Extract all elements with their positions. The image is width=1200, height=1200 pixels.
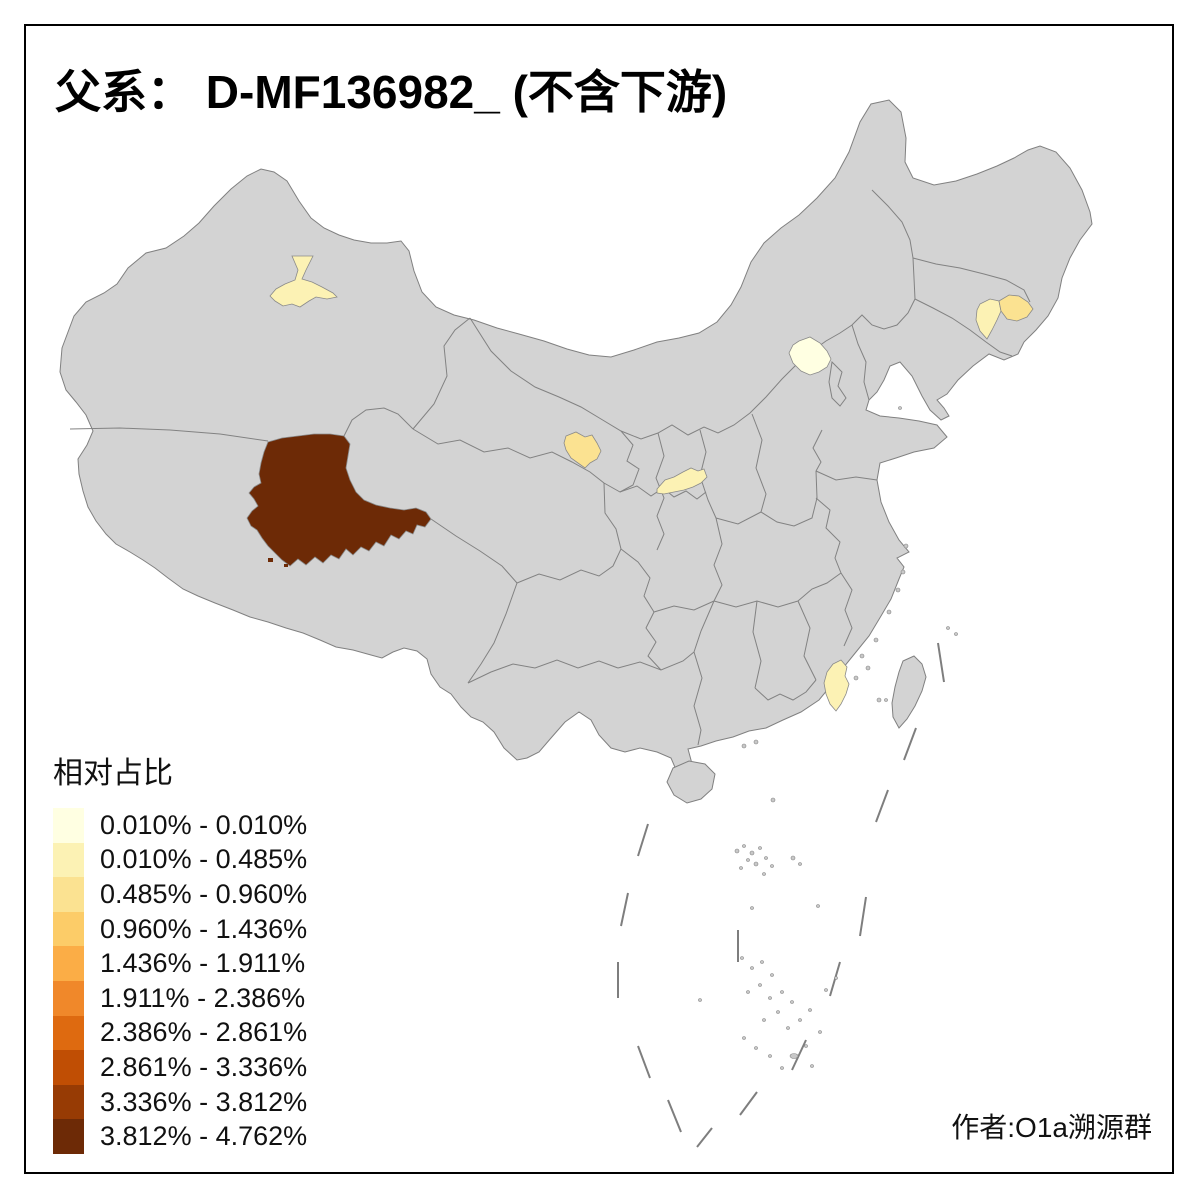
legend: 相对占比 0.010% - 0.010% 0.010% - 0.485% 0.485… bbox=[53, 748, 307, 1154]
legend-row: 3.336% - 3.812% bbox=[53, 1084, 308, 1120]
legend-label: 0.010% - 0.485% bbox=[100, 844, 308, 875]
legend-swatch bbox=[53, 911, 84, 947]
legend-label: 1.436% - 1.911% bbox=[100, 948, 306, 979]
legend-swatch bbox=[53, 1084, 84, 1120]
legend-label: 0.485% - 0.960% bbox=[100, 878, 308, 909]
legend-row: 3.812% - 4.762% bbox=[53, 1119, 307, 1154]
legend-label: 2.861% - 3.336% bbox=[100, 1051, 308, 1082]
legend-label: 0.010% - 0.010% bbox=[100, 809, 308, 840]
legend-label: 3.812% - 4.762% bbox=[100, 1121, 308, 1152]
legend-swatch bbox=[53, 1119, 84, 1154]
legend-title: 相对占比 bbox=[53, 757, 173, 790]
legend-row: 0.010% - 0.010% bbox=[53, 808, 307, 843]
legend-swatch bbox=[53, 980, 84, 1016]
legend-swatch bbox=[53, 877, 84, 912]
qinghai-tibet-speck bbox=[284, 564, 288, 567]
central-shaanxi-highlight bbox=[656, 467, 708, 495]
southeast-jilin-east-highlight bbox=[998, 294, 1034, 322]
legend-swatch bbox=[53, 842, 84, 878]
central-gansu-highlight bbox=[563, 431, 602, 469]
legend-swatch bbox=[53, 946, 84, 981]
legend-row: 2.386% - 2.861% bbox=[53, 1015, 308, 1051]
legend-row: 0.960% - 1.436% bbox=[53, 911, 308, 947]
qinghai-tibet-speck bbox=[268, 558, 273, 562]
legend-swatch bbox=[53, 1015, 84, 1051]
legend-swatch bbox=[53, 1050, 84, 1085]
legend-row: 1.911% - 2.386% bbox=[53, 980, 307, 1016]
beijing-area-highlight bbox=[788, 336, 832, 376]
qinghai-tibet-large-highlight bbox=[246, 433, 432, 567]
southeast-jilin-west-highlight bbox=[975, 298, 1002, 340]
south-china-sea-islands bbox=[698, 797, 838, 1070]
author-credit: 作者:O1a溯源群 bbox=[951, 1112, 1152, 1143]
legend-label: 3.336% - 3.812% bbox=[100, 1086, 308, 1117]
taiwan-island bbox=[891, 655, 927, 729]
legend-label: 1.911% - 2.386% bbox=[100, 982, 306, 1013]
province-borders bbox=[69, 189, 1031, 746]
southern-fujian-highlight bbox=[823, 659, 850, 712]
legend-row: 1.436% - 1.911% bbox=[53, 946, 307, 981]
legend-rows: 0.010% - 0.010% 0.010% - 0.485% 0.485% - 0… bbox=[53, 808, 307, 1154]
legend-row: 0.010% - 0.485% bbox=[53, 842, 308, 878]
nine-dash-line bbox=[617, 642, 945, 1148]
north-xinjiang-highlight bbox=[269, 255, 338, 308]
legend-row: 0.485% - 0.960% bbox=[53, 877, 307, 912]
hainan-island bbox=[666, 760, 716, 804]
coastal-islets bbox=[741, 406, 958, 749]
map-title: 父系： D-MF136982_ (不含下游) bbox=[55, 66, 728, 118]
legend-row: 2.861% - 3.336% bbox=[53, 1050, 307, 1085]
legend-label: 0.960% - 1.436% bbox=[100, 913, 308, 944]
highlighted-regions bbox=[246, 255, 1034, 712]
legend-swatch bbox=[53, 808, 84, 843]
legend-label: 2.386% - 2.861% bbox=[100, 1017, 308, 1048]
